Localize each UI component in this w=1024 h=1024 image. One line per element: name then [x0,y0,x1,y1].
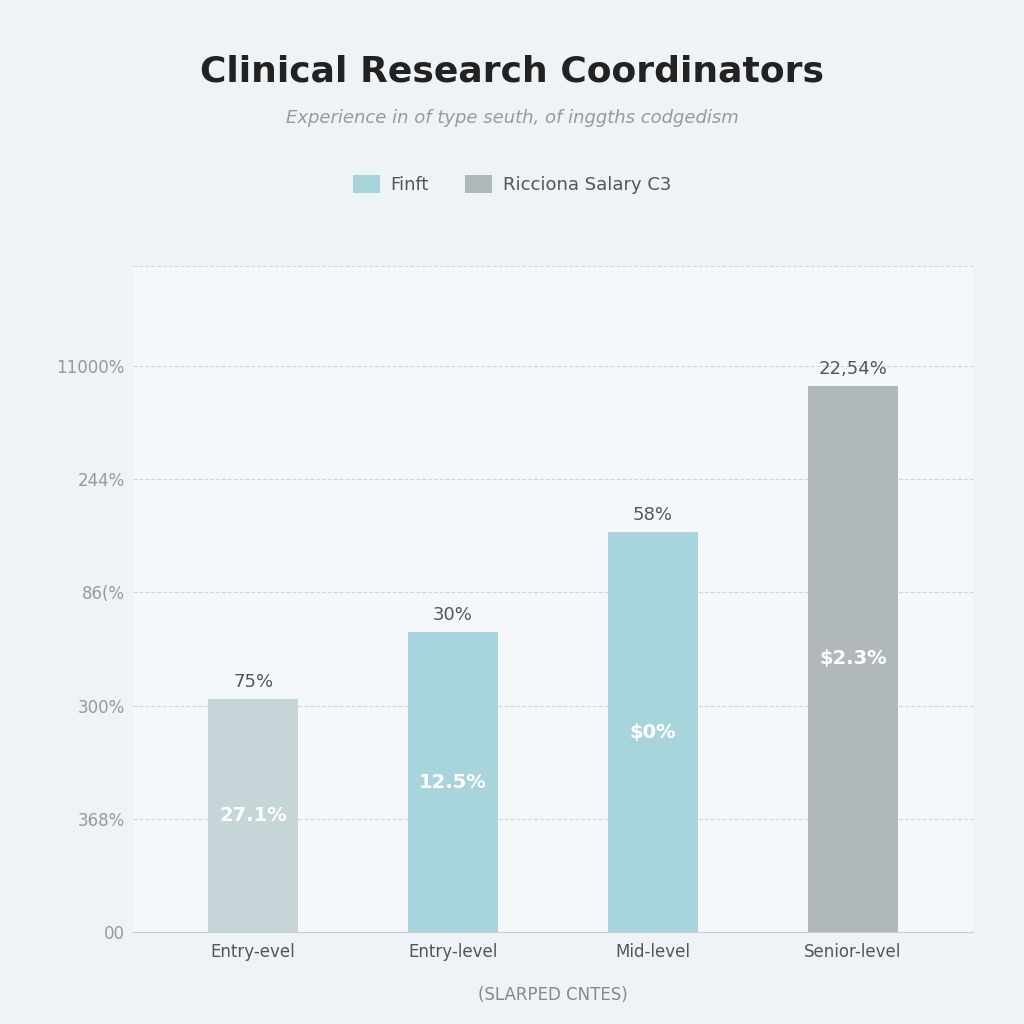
Legend: Finft, Ricciona Salary C3: Finft, Ricciona Salary C3 [345,168,679,202]
Text: $0%: $0% [630,723,676,741]
Text: 22,54%: 22,54% [818,360,887,378]
Text: 75%: 75% [233,673,273,691]
Text: Experience in of type seuth, of inggths codgedism: Experience in of type seuth, of inggths … [286,109,738,127]
Bar [208,698,298,932]
Text: $2.3%: $2.3% [819,649,887,669]
Bar [808,386,898,932]
Bar [608,532,698,932]
X-axis label: (SLARPED CNTES): (SLARPED CNTES) [478,986,628,1004]
Text: 58%: 58% [633,507,673,524]
Text: 27.1%: 27.1% [219,806,287,825]
Bar [408,632,498,932]
Text: 12.5%: 12.5% [419,772,486,792]
Text: Clinical Research Coordinators: Clinical Research Coordinators [200,54,824,89]
Text: 30%: 30% [433,606,473,625]
